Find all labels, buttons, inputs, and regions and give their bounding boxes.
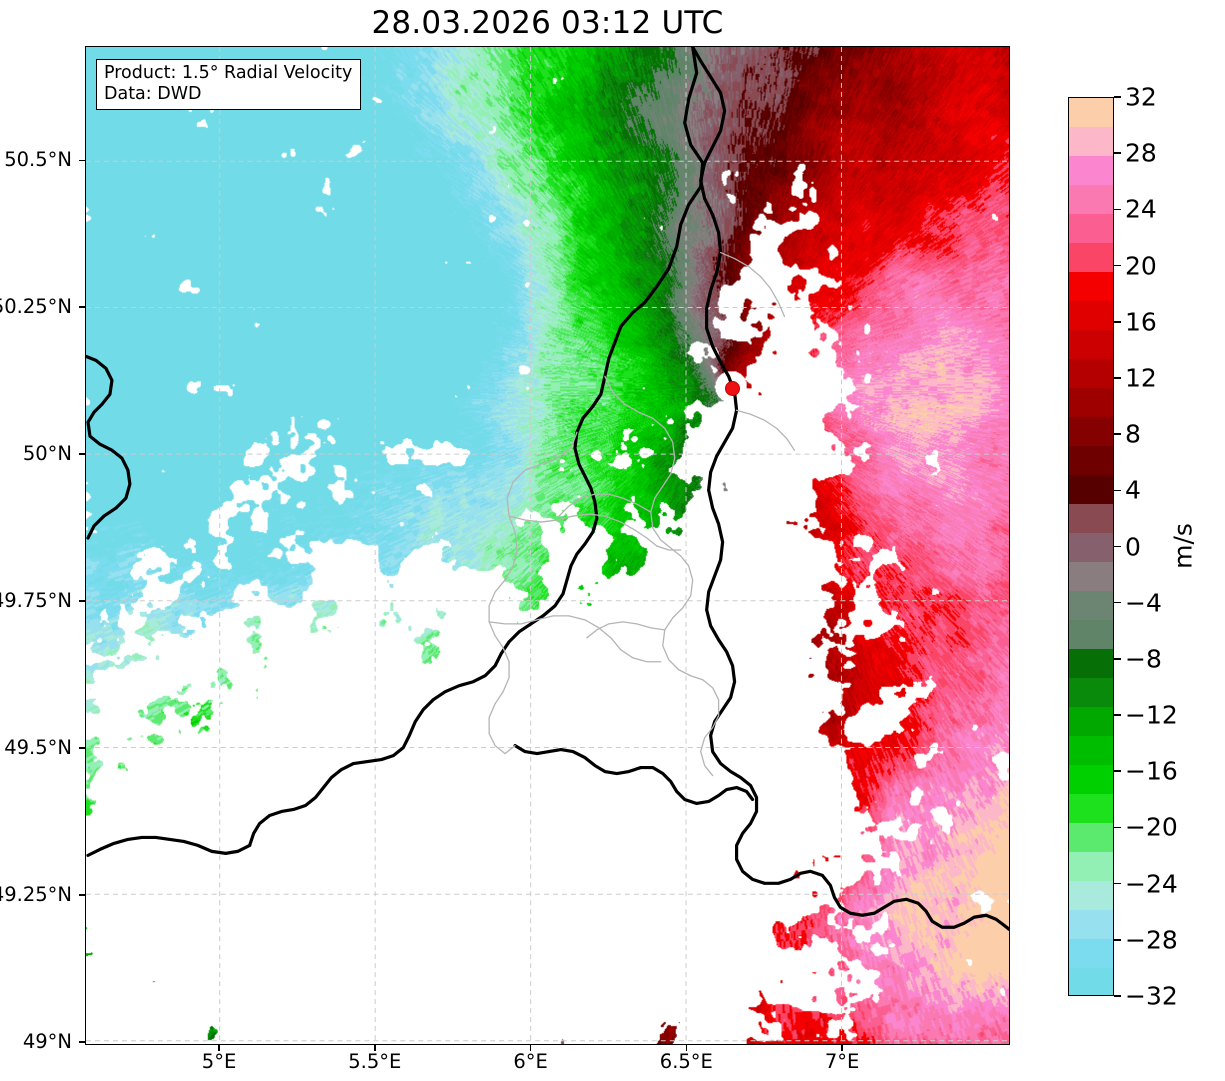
colorbar-band-21 (1069, 707, 1113, 737)
colorbar-tick-label-12: −16 (1125, 756, 1178, 786)
colorbar-tick-14 (1114, 882, 1121, 885)
colorbar-tick-8 (1114, 545, 1121, 548)
ytick-mark-6 (79, 1041, 85, 1043)
colorbar-tick-12 (1114, 770, 1121, 773)
ytick-mark-3 (79, 600, 85, 602)
ytick-label-6: 49°N (22, 1029, 72, 1053)
colorbar-band-30 (1069, 968, 1113, 995)
colorbar-tick-13 (1114, 826, 1121, 829)
colorbar-tick-6 (1114, 433, 1121, 435)
colorbar-band-16 (1069, 562, 1113, 592)
colorbar-band-14 (1069, 504, 1113, 534)
colorbar-band-29 (1069, 939, 1113, 969)
colorbar-tick-label-14: −24 (1125, 869, 1178, 899)
colorbar-tick-label-10: −8 (1125, 644, 1162, 674)
colorbar-tick-label-7: 4 (1125, 475, 1141, 505)
colorbar-tick-label-5: 12 (1125, 363, 1157, 393)
colorbar-tick-0 (1114, 96, 1121, 98)
colorbar-tick-label-8: 0 (1125, 532, 1141, 561)
colorbar-band-27 (1069, 881, 1113, 911)
ytick-mark-1 (79, 306, 85, 308)
xtick-mark-1 (374, 1045, 376, 1051)
ytick-mark-5 (79, 894, 85, 896)
colorbar-band-20 (1069, 678, 1113, 708)
colorbar-tick-label-4: 16 (1125, 307, 1157, 337)
colorbar-wrap (1068, 97, 1114, 996)
colorbar-tick-2 (1114, 208, 1121, 211)
ytick-label-2: 50°N (22, 441, 72, 465)
xtick-label-3: 6.5°E (659, 1050, 713, 1073)
colorbar-tick-label-16: −32 (1125, 981, 1178, 1011)
colorbar-band-13 (1069, 475, 1113, 505)
xtick-mark-4 (841, 1045, 843, 1051)
colorbar-band-15 (1069, 533, 1113, 563)
colorbar-band-7 (1069, 301, 1113, 331)
xtick-label-4: 7°E (824, 1050, 860, 1073)
colorbar-band-28 (1069, 910, 1113, 940)
colorbar-tick-label-11: −12 (1125, 700, 1178, 730)
colorbar-band-0 (1069, 98, 1113, 128)
colorbar-tick-label-15: −28 (1125, 925, 1178, 955)
ytick-label-3: 49.75°N (0, 588, 72, 612)
ytick-mark-0 (79, 159, 85, 162)
page-title: 28.03.2026 03:12 UTC (371, 5, 724, 41)
colorbar-tick-label-1: 28 (1125, 138, 1157, 168)
colorbar[interactable] (1068, 97, 1114, 996)
colorbar-tick-11 (1114, 714, 1121, 716)
colorbar-band-19 (1069, 649, 1113, 679)
colorbar-tick-label-3: 20 (1125, 251, 1157, 281)
colorbar-tick-3 (1114, 264, 1121, 267)
colorbar-tick-10 (1114, 658, 1121, 660)
colorbar-band-12 (1069, 446, 1113, 476)
colorbar-tick-1 (1114, 152, 1121, 154)
ytick-mark-2 (79, 453, 85, 455)
colorbar-tick-label-0: 32 (1125, 82, 1157, 112)
colorbar-tick-16 (1114, 995, 1121, 997)
info-data-line: Data: DWD (104, 84, 202, 104)
colorbar-band-25 (1069, 823, 1113, 853)
colorbar-band-8 (1069, 330, 1113, 360)
colorbar-band-5 (1069, 243, 1113, 273)
colorbar-band-18 (1069, 620, 1113, 650)
xtick-label-2: 6°E (513, 1050, 548, 1073)
colorbar-tick-label-6: 8 (1125, 419, 1141, 449)
colorbar-tick-5 (1114, 377, 1121, 379)
colorbar-band-22 (1069, 736, 1113, 766)
colorbar-unit-label: m/s (1168, 523, 1198, 569)
colorbar-band-23 (1069, 765, 1113, 795)
colorbar-band-9 (1069, 359, 1113, 389)
colorbar-band-6 (1069, 272, 1113, 302)
xtick-label-1: 5.5°E (348, 1050, 402, 1073)
colorbar-tick-9 (1114, 601, 1121, 604)
colorbar-band-24 (1069, 794, 1113, 824)
colorbar-band-10 (1069, 388, 1113, 418)
colorbar-tick-15 (1114, 939, 1121, 941)
radar-velocity-field (86, 47, 1009, 1044)
colorbar-tick-7 (1114, 489, 1121, 492)
colorbar-tick-4 (1114, 320, 1121, 323)
colorbar-band-1 (1069, 127, 1113, 157)
ytick-label-1: 50.25°N (0, 295, 72, 319)
xtick-mark-2 (529, 1045, 532, 1051)
colorbar-band-26 (1069, 852, 1113, 882)
colorbar-band-3 (1069, 185, 1113, 215)
colorbar-band-4 (1069, 214, 1113, 244)
xtick-mark-0 (218, 1045, 220, 1051)
ytick-label-5: 49.25°N (0, 882, 72, 906)
xtick-label-0: 5°E (201, 1050, 237, 1073)
ytick-label-4: 49.5°N (4, 735, 72, 759)
map-axes[interactable]: Product: 1.5° Radial Velocity Data: DWD (85, 46, 1010, 1045)
colorbar-band-2 (1069, 156, 1113, 186)
colorbar-tick-label-2: 24 (1125, 194, 1157, 224)
colorbar-band-17 (1069, 591, 1113, 621)
colorbar-band-11 (1069, 417, 1113, 447)
info-box: Product: 1.5° Radial Velocity Data: DWD (96, 59, 362, 110)
xtick-mark-3 (685, 1045, 688, 1051)
info-product-line: Product: 1.5° Radial Velocity (104, 63, 353, 83)
colorbar-tick-label-9: −4 (1125, 588, 1162, 618)
ytick-label-0: 50.5°N (4, 148, 72, 172)
ytick-mark-4 (79, 747, 85, 749)
colorbar-tick-label-13: −20 (1125, 812, 1178, 842)
